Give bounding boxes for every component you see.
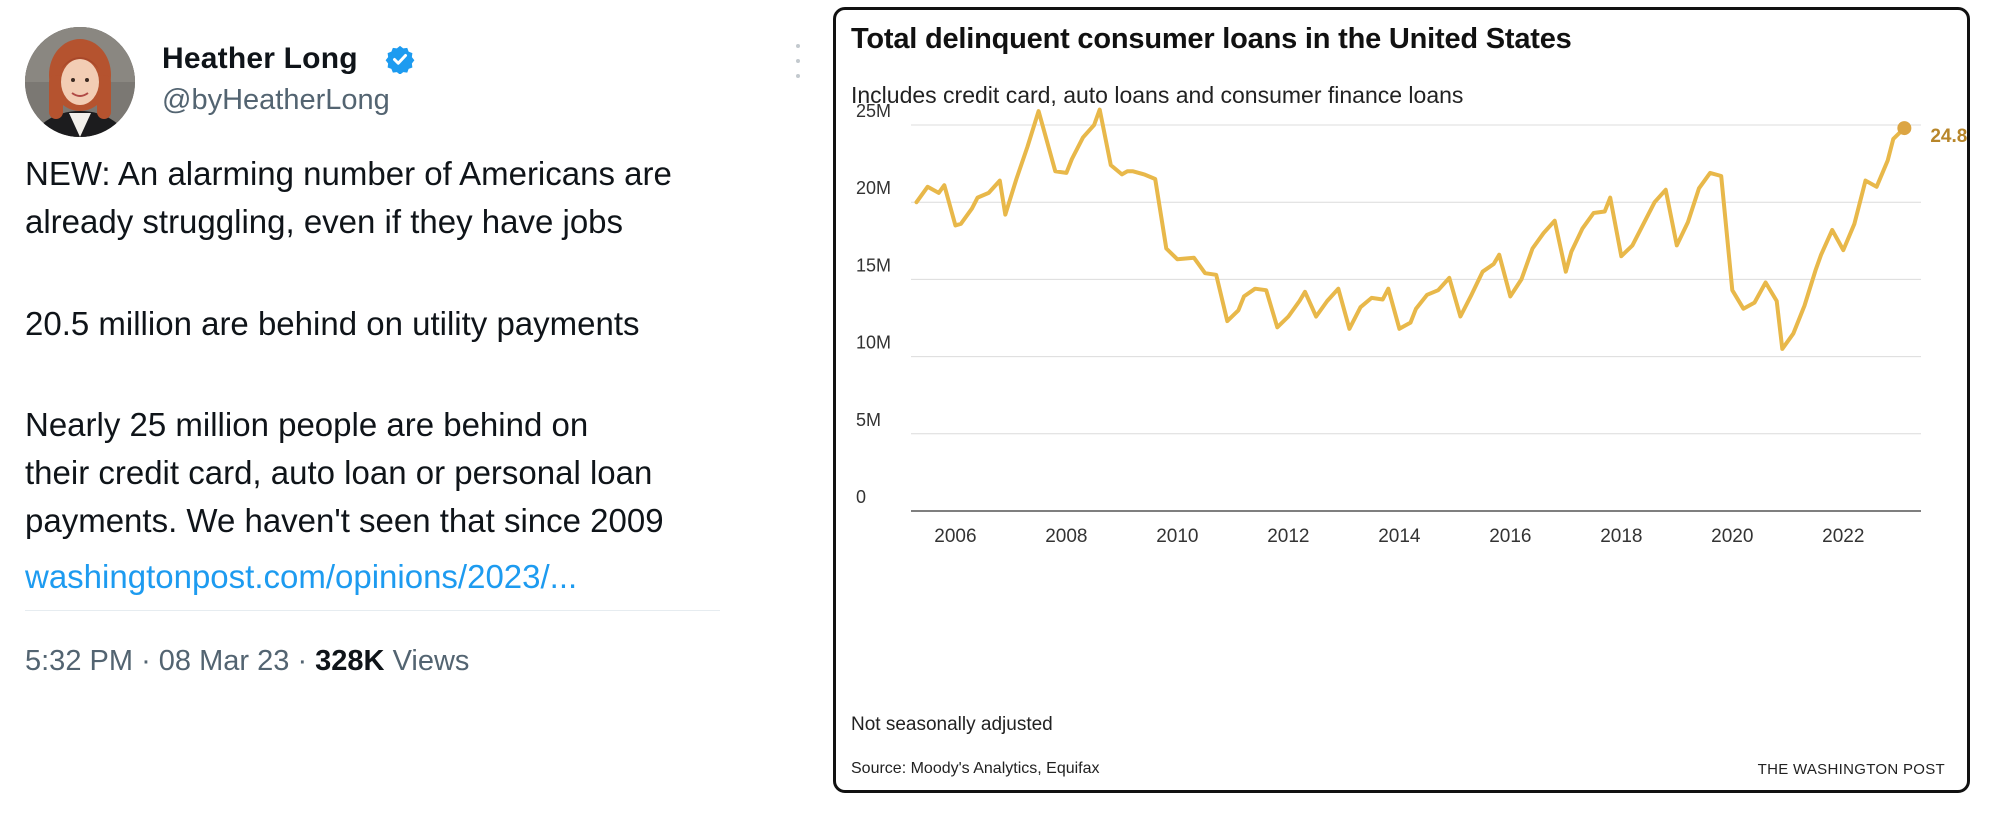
y-tick-label: 0 [856,487,866,507]
divider [25,610,720,611]
tweet-time[interactable]: 5:32 PM [25,645,133,677]
x-tick-label: 2008 [1045,526,1087,547]
avatar-image [25,27,135,137]
y-tick-label: 25M [856,101,891,121]
views-label: Views [392,645,470,677]
tweet-text-line: payments. We haven't seen that since 200… [25,502,664,539]
x-tick-label: 2012 [1267,526,1309,547]
publisher-brand: THE WASHINGTON POST [1757,761,1945,778]
tweet-text-line: already struggling, even if they have jo… [25,203,624,240]
endpoint-marker [1897,121,1912,136]
endpoint-label: 24.8M [1930,126,1967,147]
chart-note: Not seasonally adjusted [851,714,1053,735]
chart-subtitle: Includes credit card, auto loans and con… [851,82,1464,108]
verified-badge-icon [385,45,415,74]
x-tick-label: 2006 [934,526,976,547]
meta-separator: · [297,645,308,677]
tweet-date[interactable]: 08 Mar 23 [158,645,290,677]
tweet-text-line: 20.5 million are behind on utility payme… [25,305,640,342]
tweet-text-line: Nearly 25 million people are behind on [25,406,589,443]
y-tick-label: 10M [856,333,891,353]
author-handle[interactable]: @byHeatherLong [162,84,390,116]
series-line [914,107,1907,351]
avatar[interactable] [25,27,135,137]
article-link[interactable]: washingtonpost.com/opinions/2023/... [25,558,578,595]
chart-card: Total delinquent consumer loans in the U… [833,7,1970,793]
x-tick-label: 2018 [1600,526,1642,547]
meta-separator: · [141,645,151,677]
line-chart: 0 5M 10M 15M 20M 25M 2006 2008 2010 2012 2014 2016 2… [856,101,1967,547]
more-options-icon[interactable] [790,44,806,78]
x-tick-label: 2016 [1489,526,1531,547]
views-count[interactable]: 328K [315,645,385,677]
author-name[interactable]: Heather Long [162,42,358,75]
chart-title: Total delinquent consumer loans in the U… [851,23,1572,55]
x-tick-label: 2022 [1822,526,1864,547]
y-tick-label: 20M [856,178,891,198]
tweet-text-line: their credit card, auto loan or personal… [25,454,653,491]
tweet-meta: 5:32 PM · 08 Mar 23 · 328K Views [25,645,469,678]
x-tick-label: 2014 [1378,526,1421,547]
x-tick-label: 2010 [1156,526,1198,547]
y-tick-label: 15M [856,255,891,275]
chart-source: Source: Moody's Analytics, Equifax [851,760,1100,777]
tweet: Heather Long @byHeatherLong NEW: An alar… [0,0,830,813]
tweet-text-line: NEW: An alarming number of Americans are [25,155,672,192]
x-tick-label: 2020 [1711,526,1753,547]
y-tick-label: 5M [856,410,881,430]
